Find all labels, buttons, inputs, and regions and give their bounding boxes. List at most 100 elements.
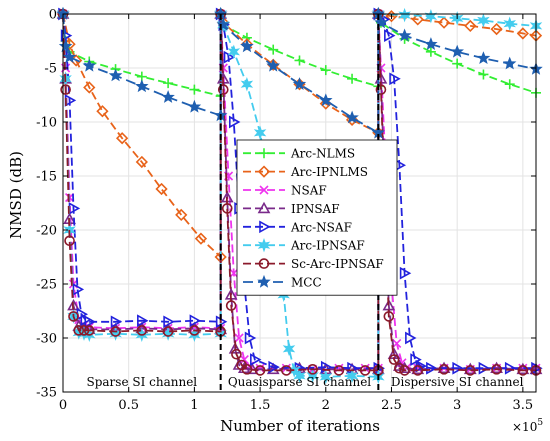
series-5-point-28: [424, 8, 438, 24]
series-4-point-4: [72, 283, 85, 296]
legend-label-2: NSAF: [291, 184, 327, 198]
series-5-point-30: [477, 13, 490, 28]
y-tick-label-6: -30: [36, 332, 57, 347]
legend-marker-1: [257, 165, 271, 178]
series-5-point-15: [240, 76, 254, 92]
series-3-point-16: [228, 342, 242, 354]
series-5-point-31: [503, 16, 516, 31]
series-7-point-20: [424, 37, 438, 50]
series-6-point-15: [225, 300, 237, 311]
x-tick-label-5: 2.5: [381, 398, 402, 413]
series-4-point-16: [229, 115, 241, 129]
series-7-point-21: [450, 44, 464, 58]
series-7-point-19: [397, 28, 412, 42]
legend-entry-2: NSAF: [243, 184, 327, 198]
series-0-point-6: [163, 78, 174, 89]
x-multiplier-base: ×10: [512, 420, 537, 434]
series-4-point-19: [244, 331, 257, 345]
series-7-point-15: [345, 110, 359, 124]
x-tick-label-7: 3.5: [513, 398, 534, 413]
series-7-point-13: [292, 77, 307, 90]
series-6-point-8: [136, 325, 148, 336]
legend-entry-3: IPNSAF: [243, 201, 340, 216]
legend-marker-3: [257, 201, 271, 214]
legend: Arc-NLMS Arc-IPNLMS NSAF IPNSAF Arc-NSAF Arc-…: [236, 139, 398, 296]
series-6-point-7: [110, 326, 121, 337]
legend-box: [236, 139, 398, 296]
series-7: [56, 6, 543, 139]
series-6-point-1: [60, 84, 71, 95]
region-label-0: Sparse SI channel: [87, 375, 198, 389]
series-0-point-14: [320, 65, 331, 76]
series-6-point-32: [412, 365, 424, 376]
series-6-point-16: [231, 348, 242, 360]
y-tick-label-3: -15: [36, 170, 57, 185]
series-5-point-16: [253, 125, 267, 141]
series-4-point-9: [137, 314, 149, 328]
series-6-point-33: [438, 364, 450, 375]
series-6-point-19: [254, 365, 266, 376]
series-7-point-14: [319, 93, 333, 107]
series-6-point-6: [83, 325, 95, 336]
x-tick-label-6: 3: [453, 398, 461, 413]
y-tick-label-0: 0: [49, 8, 57, 23]
series-1-point-22: [437, 16, 451, 29]
legend-label-3: IPNSAF: [291, 202, 340, 216]
series-4-point-31: [399, 266, 412, 280]
x-tick-label-3: 1.5: [250, 398, 271, 413]
series-0-point-7: [189, 84, 200, 95]
legend-label-5: Arc-IPNSAF: [290, 239, 365, 253]
series-4-point-8: [110, 315, 123, 329]
change-point-lines: [219, 14, 380, 392]
series-7-point-12: [266, 58, 280, 72]
legend-entry-1: Arc-IPNLMS: [243, 165, 368, 179]
series-1-point-8: [175, 208, 188, 222]
series-6-point-22: [333, 365, 345, 376]
x-tick-label-1: 0.5: [118, 398, 139, 413]
legend-marker-0: [259, 148, 269, 159]
legend-entry-4: Arc-NSAF: [243, 220, 352, 234]
x-axis-label: Number of iterations: [220, 417, 380, 435]
y-tick-labels: 0 -5 -10 -15 -20 -25 -30 -35: [36, 8, 57, 401]
series-1-point-4: [96, 105, 109, 118]
x-multiplier: ×105: [512, 418, 543, 434]
series-0-point-22: [478, 69, 489, 80]
legend-marker-6: [258, 258, 270, 269]
series-1-point-21: [411, 13, 424, 26]
series-4-point-7: [84, 315, 96, 329]
legend-entry-0: Arc-NLMS: [243, 147, 355, 161]
series-6-point-35: [491, 364, 502, 375]
series-1-point-7: [155, 182, 168, 196]
series-6-point-14: [221, 203, 233, 214]
series-4-point-35: [426, 361, 438, 375]
series-5-point-27: [398, 7, 411, 23]
y-tick-label-5: -25: [36, 278, 57, 293]
series-5-point-24: [345, 368, 359, 384]
series-6-point-5: [78, 325, 90, 336]
series-0-point-15: [347, 73, 358, 84]
legend-label-0: Arc-NLMS: [290, 147, 355, 161]
series-6-point-26: [375, 84, 387, 95]
y-axis-label: NMSD (dB): [7, 151, 25, 239]
legend-marker-7: [257, 274, 271, 288]
legend-label-7: MCC: [291, 276, 322, 290]
legend-label-6: Sc-Arc-IPNSAF: [291, 257, 384, 271]
series-1-point-24: [490, 22, 503, 36]
legend-marker-2: [259, 185, 269, 195]
series-0-point-13: [294, 55, 305, 66]
series-0-point-23: [504, 79, 515, 90]
x-tick-labels: 0 0.5 1 1.5 2 2.5 3 3.5: [59, 398, 533, 413]
region-label-1: Quasisparse SI channel: [228, 375, 371, 389]
legend-label-1: Arc-IPNLMS: [290, 165, 368, 179]
series-1-point-5: [115, 132, 129, 145]
series-7-point-4: [108, 68, 123, 82]
series-4-point-21: [268, 360, 280, 374]
series-0-point-20: [425, 46, 436, 57]
series-6-point-10: [189, 325, 200, 336]
series-4-point-28: [384, 29, 396, 42]
series-0-point-21: [452, 58, 463, 69]
series-3-point-19: [245, 362, 259, 375]
series-6-point-30: [394, 362, 405, 374]
series-6-point-4: [73, 325, 85, 336]
